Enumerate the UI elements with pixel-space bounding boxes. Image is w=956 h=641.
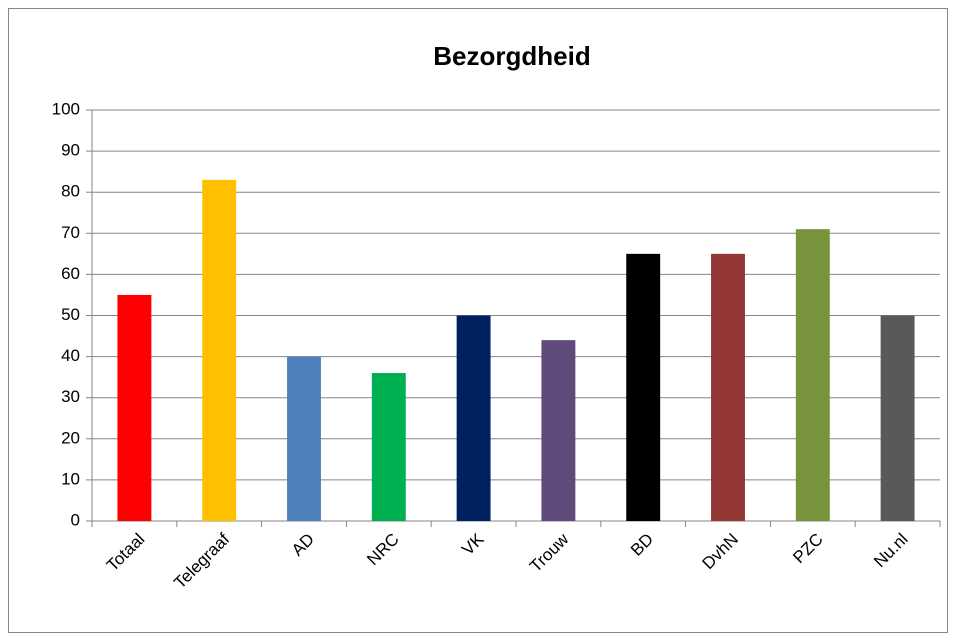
y-tick-label: 60 — [61, 264, 80, 283]
bar — [202, 179, 237, 521]
y-tick-label: 100 — [52, 99, 80, 118]
bar — [456, 315, 491, 521]
bar — [117, 294, 152, 521]
bar — [711, 253, 745, 521]
y-tick-label: 90 — [61, 141, 80, 160]
y-tick-label: 80 — [61, 182, 80, 201]
bar — [541, 340, 576, 521]
y-tick-label: 10 — [61, 469, 80, 488]
bar — [371, 373, 406, 521]
y-tick-label: 70 — [61, 223, 80, 242]
bar — [626, 253, 661, 521]
y-tick-label: 20 — [61, 428, 80, 447]
y-tick-label: 50 — [61, 305, 80, 324]
bar — [880, 315, 915, 521]
chart-title: Bezorgdheid — [433, 41, 590, 71]
y-tick-label: 40 — [61, 346, 80, 365]
bar — [287, 356, 321, 521]
y-tick-label: 0 — [71, 510, 80, 529]
y-tick-label: 30 — [61, 387, 80, 406]
bar — [795, 229, 830, 521]
